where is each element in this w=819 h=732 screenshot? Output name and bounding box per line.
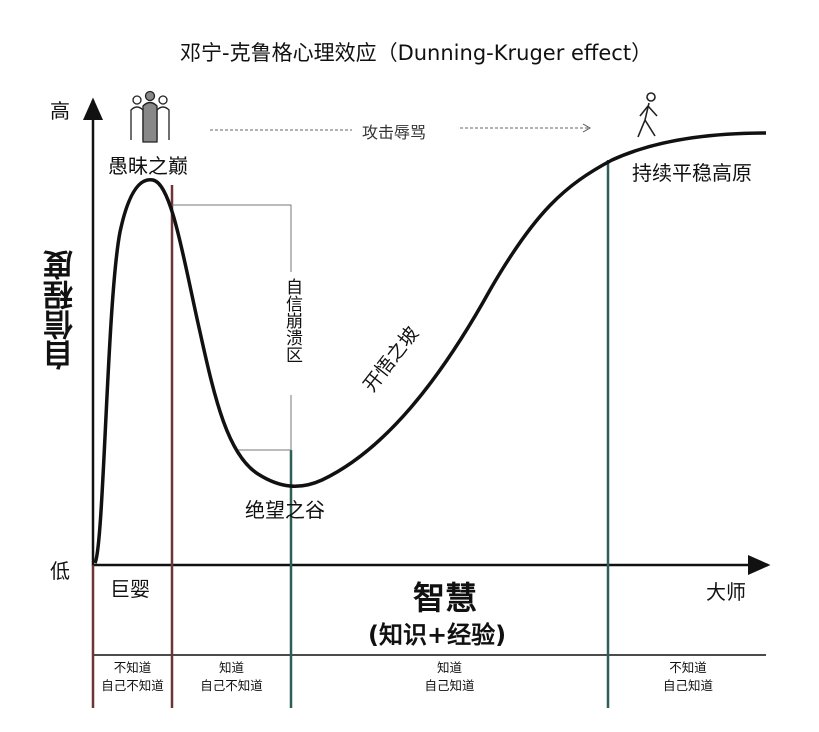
plateau-label: 持续平稳高原 (632, 161, 752, 185)
zone-4: 不知道 自己知道 (608, 659, 768, 695)
confidence-curve (93, 131, 767, 564)
zone-4-line2: 自己知道 (662, 678, 713, 693)
zone-2: 知道 自己不知道 (172, 659, 291, 695)
collapse-label: 自信崩溃区 (280, 278, 305, 363)
zone-3-line2: 自己知道 (424, 678, 475, 693)
zone-4-line1: 不知道 (669, 660, 707, 675)
attack-label: 攻击辱骂 (362, 123, 427, 142)
y-axis-high: 高 (50, 99, 70, 123)
x-axis-label: 智慧 (413, 579, 478, 617)
people-group-icon (130, 90, 170, 143)
x-axis-start-label: 巨婴 (110, 577, 150, 601)
x-axis-end-label: 大师 (706, 580, 746, 604)
zone-1-line2: 自己不知道 (101, 678, 164, 693)
x-axis-sublabel: (知识+经验) (368, 621, 507, 649)
diagram-title: 邓宁-克鲁格心理效应（Dunning-Kruger effect） (180, 41, 653, 65)
zone-3: 知道 自己知道 (291, 659, 608, 695)
zone-1-line1: 不知道 (113, 660, 152, 675)
walking-person-icon (637, 92, 658, 138)
zone-1: 不知道 自己不知道 (93, 659, 172, 695)
y-axis-label: 自信程度 (44, 250, 79, 370)
collapse-bracket (172, 204, 292, 451)
zone-2-line1: 知道 (218, 660, 244, 675)
zone-2-line2: 自己不知道 (200, 678, 263, 693)
peak-label: 愚昧之巅 (108, 154, 188, 178)
valley-label: 绝望之谷 (245, 498, 325, 522)
zone-3-line1: 知道 (436, 660, 462, 675)
y-axis-low: 低 (50, 559, 70, 583)
